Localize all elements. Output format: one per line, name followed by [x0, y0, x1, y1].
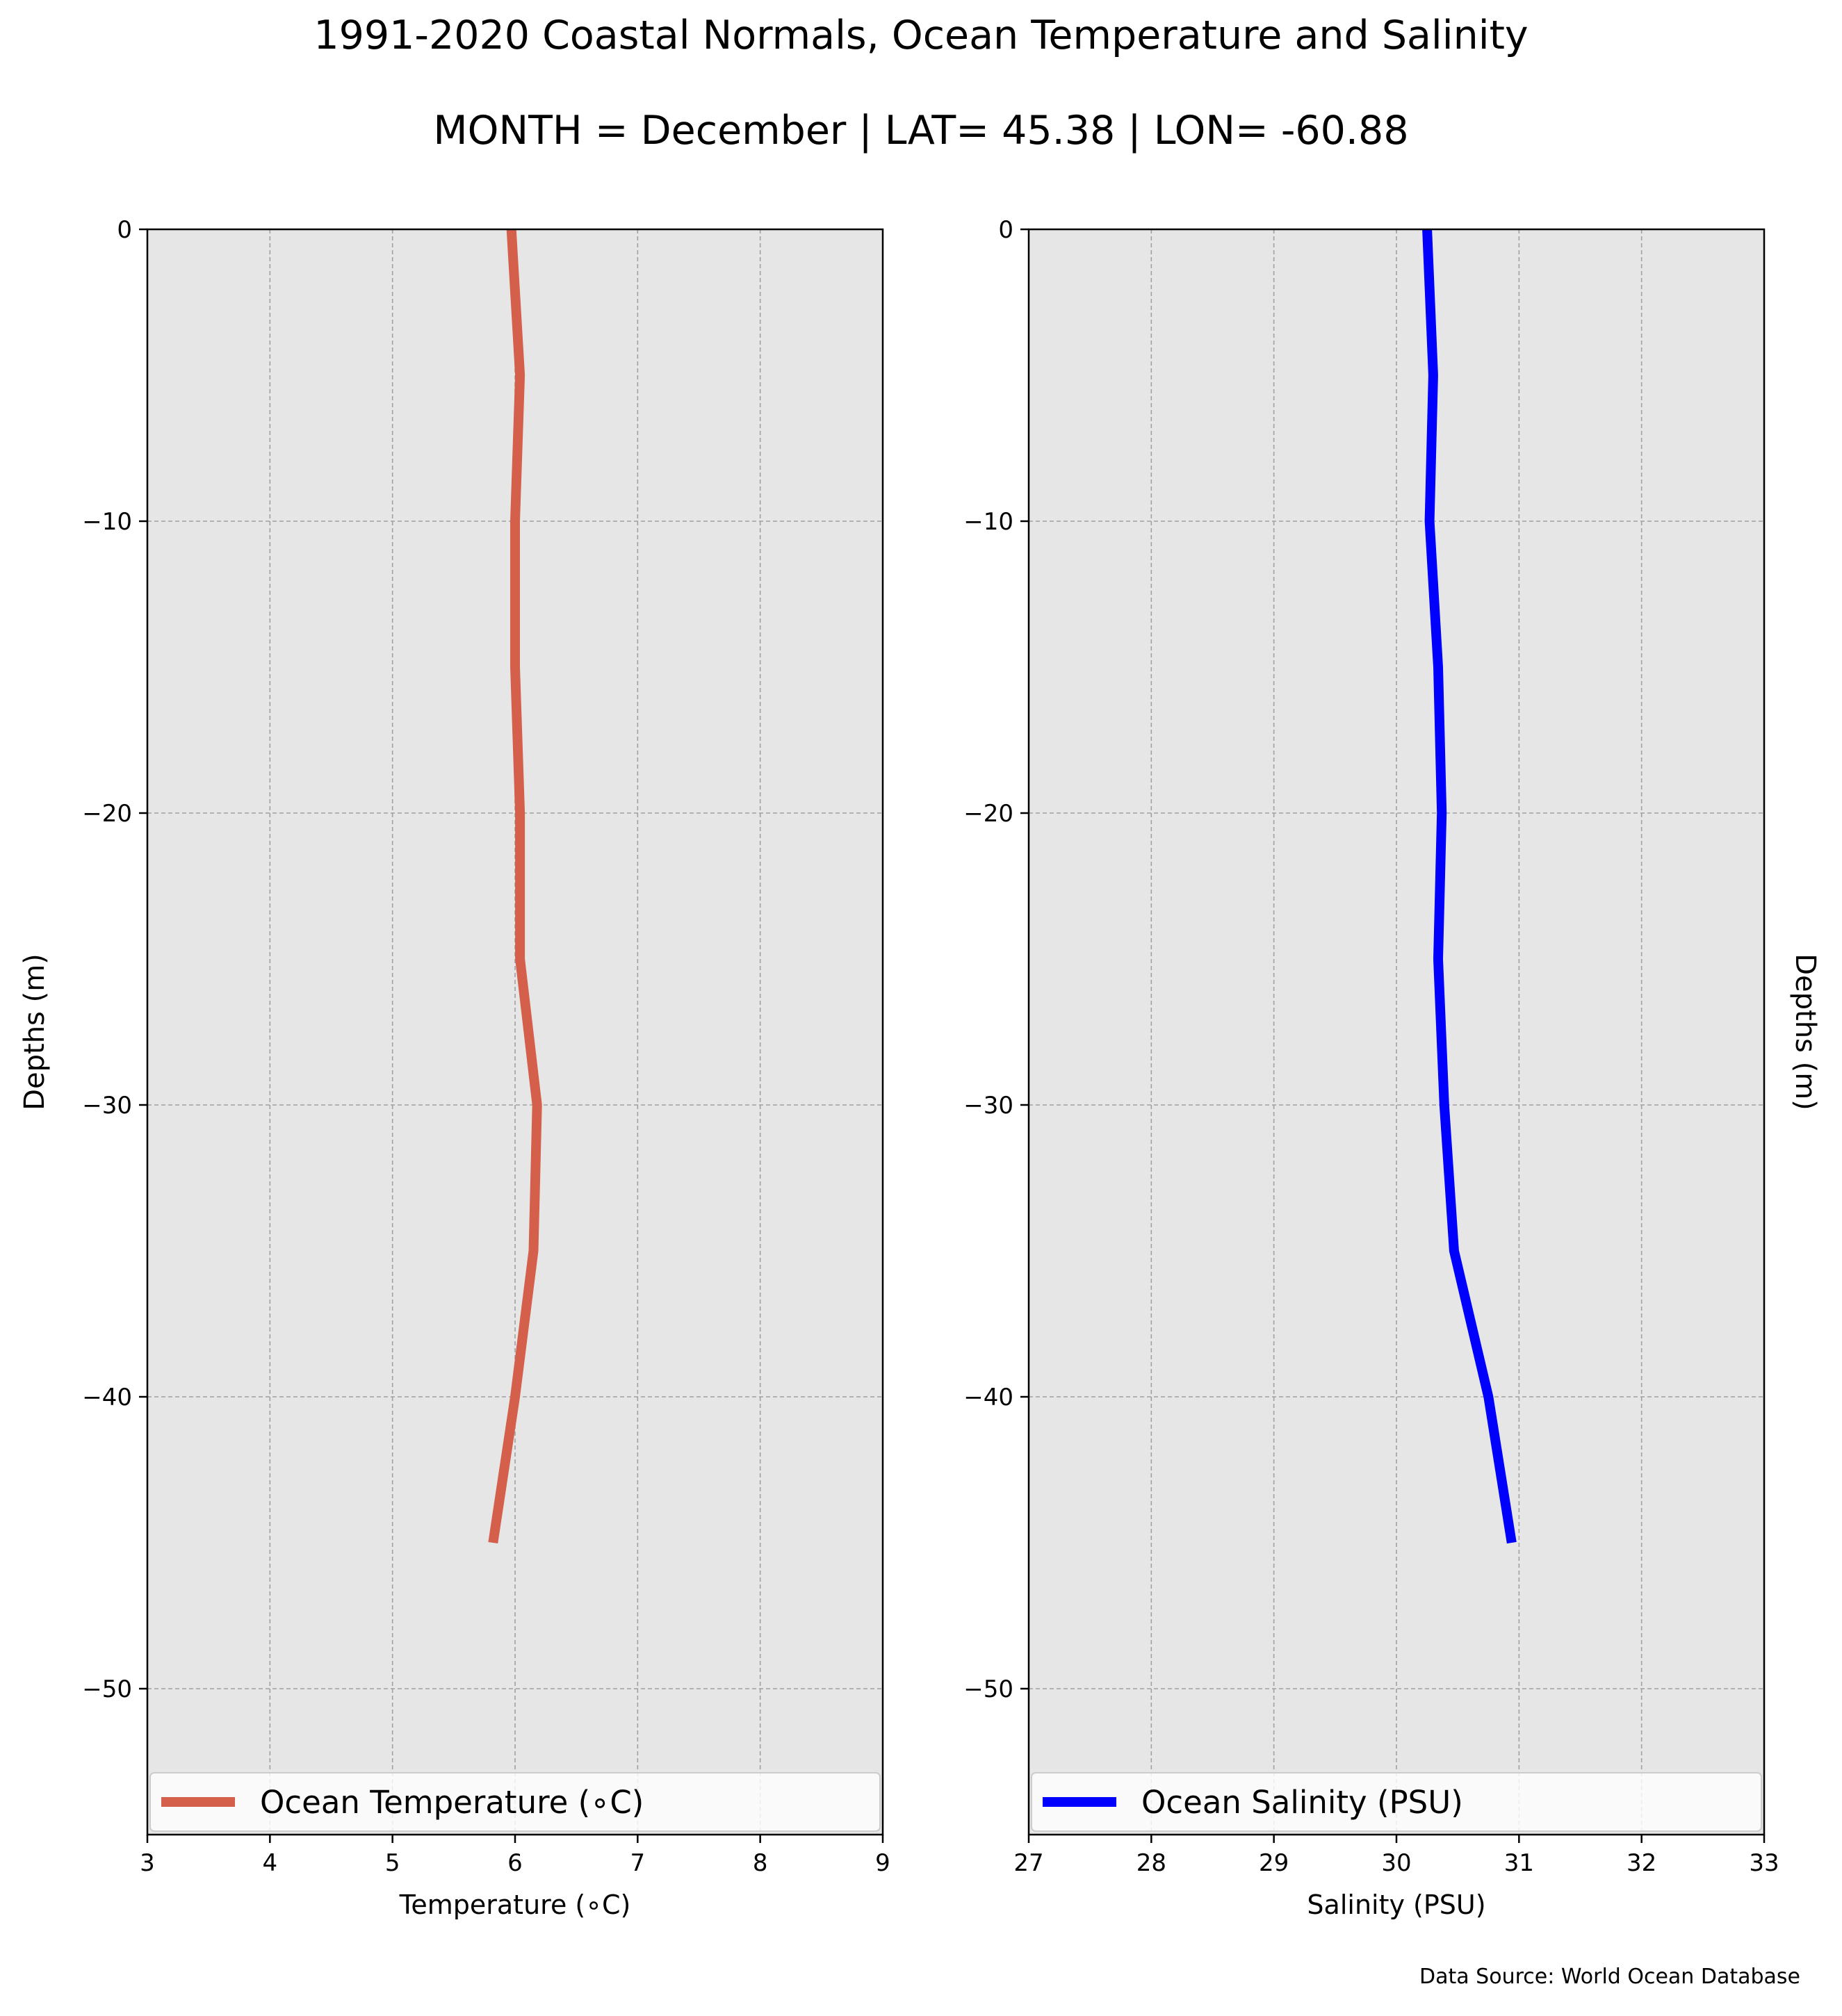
salinity-yaxis-label: Depths (m)	[1789, 953, 1821, 1111]
salinity-xtick-label: 30	[1381, 1849, 1411, 1877]
salinity-legend-box	[1031, 1772, 1762, 1832]
temperature-xtick-label: 7	[630, 1849, 646, 1877]
data-source-note: Data Source: World Ocean Database	[1419, 1965, 1800, 1989]
salinity-xtick-label: 28	[1136, 1849, 1166, 1877]
salinity-panel: Ocean Salinity (PSU) 27 28 29 30 31 32 33 0 −10 −2…	[963, 216, 1821, 1920]
salinity-legend-label: Ocean Salinity (PSU)	[1141, 1784, 1463, 1821]
salinity-ytick-label: −50	[963, 1675, 1013, 1703]
salinity-ytick-label: −30	[963, 1092, 1013, 1120]
temperature-xtick-label: 4	[263, 1849, 278, 1877]
temperature-ytick-label: −30	[82, 1092, 132, 1120]
salinity-xtick-label: 29	[1259, 1849, 1289, 1877]
salinity-xaxis-label: Salinity (PSU)	[1307, 1890, 1485, 1920]
temperature-xtick-label: 5	[385, 1849, 400, 1877]
salinity-ytick-label: −40	[963, 1384, 1013, 1411]
salinity-xtick-label: 32	[1627, 1849, 1656, 1877]
temperature-yaxis-label: Depths (m)	[19, 953, 51, 1111]
temperature-ytick-label: −20	[82, 800, 132, 828]
salinity-xtick-label: 31	[1504, 1849, 1534, 1877]
salinity-profile-line	[1422, 229, 1517, 1544]
salinity-xtick-label: 27	[1013, 1849, 1043, 1877]
temperature-xtick-label: 9	[875, 1849, 890, 1877]
temperature-ytick-label: −40	[82, 1384, 132, 1411]
temperature-xaxis-label: Temperature (∘C)	[399, 1890, 631, 1920]
salinity-xtick-label: 33	[1749, 1849, 1779, 1877]
temperature-ytick-label: −10	[82, 508, 132, 536]
temperature-profile-line	[488, 229, 542, 1544]
temperature-xtick-label: 3	[140, 1849, 155, 1877]
salinity-ytick-label: −20	[963, 800, 1013, 828]
temperature-xtick-label: 6	[507, 1849, 523, 1877]
temperature-xtick-label: 8	[753, 1849, 768, 1877]
figure-title: 1991-2020 Coastal Normals, Ocean Tempera…	[313, 13, 1529, 58]
salinity-ytick-label: 0	[998, 216, 1013, 244]
figure-subtitle: MONTH = December | LAT= 45.38 | LON= -60…	[433, 108, 1409, 154]
temperature-panel: Ocean Temperature (∘C) 3 4 5 6 7 8 9 0 −10 −20 −30 −…	[19, 216, 890, 1920]
temperature-ytick-label: 0	[117, 216, 132, 244]
temperature-ytick-label: −50	[82, 1675, 132, 1703]
temperature-legend-label: Ocean Temperature (∘C)	[260, 1784, 644, 1821]
temperature-legend-box	[149, 1772, 881, 1832]
salinity-ytick-label: −10	[963, 508, 1013, 536]
